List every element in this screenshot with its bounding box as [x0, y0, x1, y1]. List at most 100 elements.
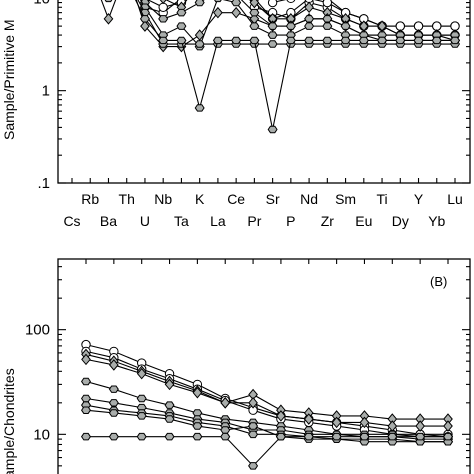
data-point [192, 422, 203, 430]
panel-b-axis-ticks [58, 259, 470, 467]
data-point [80, 394, 92, 403]
data-point [285, 22, 296, 30]
x-tick-label-zr: Zr [321, 213, 335, 229]
x-tick-label-ba: Ba [100, 213, 117, 229]
data-point [80, 377, 92, 386]
data-point [194, 29, 205, 41]
data-point [194, 40, 205, 48]
data-point [159, 0, 167, 5]
data-point [108, 385, 119, 393]
data-point [331, 432, 342, 441]
data-point [136, 367, 147, 380]
data-point [249, 36, 260, 45]
x-tick-label-dy: Dy [392, 213, 409, 229]
x-tick-label-yb: Yb [428, 213, 445, 229]
panel-a-axis-ticks [58, 2, 470, 184]
data-point [158, 15, 169, 23]
data-point [80, 406, 92, 414]
series-9 [80, 432, 454, 470]
data-point [286, 0, 296, 4]
data-point [358, 36, 369, 45]
data-point [267, 125, 278, 134]
x-tick-label-sm: Sm [335, 191, 356, 207]
series-4 [81, 353, 453, 432]
panel-a-series [100, 0, 461, 134]
data-point [249, 22, 260, 30]
data-point [267, 31, 278, 39]
data-point [164, 432, 175, 441]
series-3 [140, 0, 460, 31]
data-point [275, 432, 286, 441]
data-point [304, 36, 315, 45]
data-point [192, 409, 203, 417]
x-tick-label-cs: Cs [63, 213, 80, 229]
data-point [322, 15, 333, 23]
x-tick-label-th: Th [119, 191, 135, 207]
data-point [413, 36, 424, 45]
series-9 [104, 0, 461, 134]
series-6 [139, 0, 461, 39]
data-point [192, 386, 203, 399]
data-point [450, 21, 460, 31]
data-point [176, 36, 187, 45]
data-point [249, 0, 260, 9]
data-point [331, 416, 342, 429]
data-point [415, 432, 426, 441]
data-point [322, 22, 333, 30]
x-tick-label-k: K [195, 191, 205, 207]
data-point [231, 6, 241, 19]
data-point [276, 410, 286, 422]
series-line [134, 0, 455, 130]
data-point [248, 397, 258, 409]
y-tick-label: 100 [25, 322, 50, 339]
x-tick-label-rb: Rb [81, 191, 99, 207]
series-8 [80, 406, 454, 446]
data-point [108, 409, 119, 417]
data-point [248, 462, 259, 470]
panel-b-plot-frame [57, 258, 471, 474]
x-tick-label-sr: Sr [266, 191, 280, 207]
data-point [220, 432, 231, 441]
x-tick-label-ta: Ta [174, 213, 189, 229]
data-point [432, 21, 442, 31]
data-point [395, 21, 405, 31]
data-point [158, 2, 168, 12]
data-point [267, 22, 278, 30]
data-point [81, 353, 91, 366]
panel-a-y-tick-labels: .1 1 10 [33, 0, 50, 192]
data-point [176, 22, 187, 30]
data-point [194, 0, 205, 7]
panel-a-y-axis-label: Sample/Primitive M [1, 19, 17, 140]
x-tick-label-ti: Ti [376, 191, 387, 207]
data-point [304, 1, 314, 14]
data-point [340, 22, 351, 30]
x-tick-label-y: Y [414, 191, 424, 207]
data-point [231, 0, 242, 7]
data-point [304, 15, 315, 23]
data-point [231, 36, 242, 45]
y-tick-label: 1 [42, 83, 50, 100]
x-tick-label-nd: Nd [300, 191, 318, 207]
data-point [322, 0, 333, 8]
data-point [140, 20, 150, 32]
data-point [213, 6, 223, 19]
data-point [413, 21, 424, 31]
data-point [80, 432, 92, 441]
x-tick-label-lu: Lu [447, 191, 463, 207]
data-point [443, 420, 453, 432]
data-point [220, 426, 231, 434]
x-tick-label-p: P [286, 213, 295, 229]
data-point [164, 401, 175, 409]
data-point [192, 432, 203, 441]
data-point [340, 36, 351, 45]
data-point [431, 36, 442, 45]
data-point [194, 104, 205, 112]
data-point [136, 432, 147, 441]
data-point [415, 420, 426, 432]
data-point [164, 415, 175, 423]
data-point [303, 413, 314, 425]
panel-b-chondrite-diagram: 10 100 (B) ample/Chondrites [1, 258, 471, 474]
data-point [214, 0, 222, 3]
